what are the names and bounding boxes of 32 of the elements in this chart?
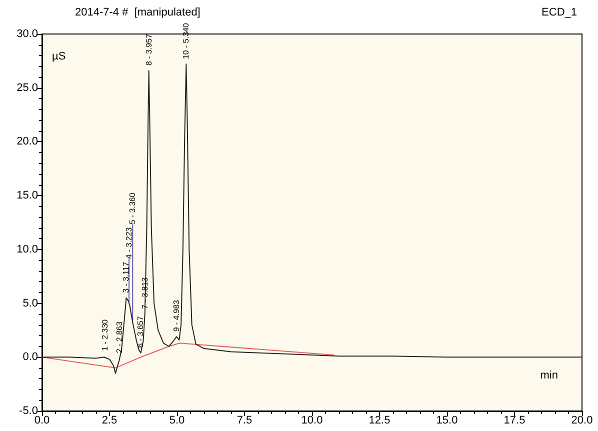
y-tick-label: 10.0 [16, 243, 38, 256]
annotation: 1 - 2.330 [100, 318, 110, 351]
annotation: 2 - 2.863 [114, 321, 124, 354]
line-series [42, 342, 334, 368]
y-tick-label: -5.0 [19, 405, 38, 417]
y-tick-label: 0.0 [22, 351, 38, 364]
y-axis-title: µS [52, 50, 66, 62]
y-tick-label: 20.0 [16, 136, 38, 148]
x-tick-label: 10.0 [301, 414, 323, 426]
x-tick-label: 2.5 [102, 414, 118, 426]
annotation: 8 - 3.957 [144, 33, 154, 66]
chart-subtitle: ECD_1 [542, 6, 578, 18]
annotation: 3 - 3.117 [122, 261, 131, 293]
annotation: 4 - 3.223 [124, 226, 134, 259]
y-tick-label: 30.0 [16, 28, 38, 40]
annotation: 10 - 5.340 [182, 22, 191, 60]
x-tick-label: 5.0 [169, 414, 185, 426]
annotation: 6 - 3.657 [136, 316, 146, 348]
y-tick-label: 25.0 [16, 82, 38, 94]
y-tick-label: 15.0 [16, 190, 38, 202]
x-tick-label: 12.5 [368, 414, 390, 426]
chart-title: 2014-7-4 # [manipulated] [75, 6, 200, 18]
x-tick-label: 17.5 [504, 414, 526, 426]
x-tick-label: 7.5 [236, 414, 252, 426]
y-tick-label: 5.0 [22, 297, 38, 310]
x-axis-title: min [540, 370, 558, 382]
annotation: 7 - 3.813 [140, 276, 150, 309]
annotation: 5 - 3.360 [128, 192, 138, 224]
x-tick-label: 15.0 [436, 414, 458, 426]
annotation: 9 - 4.983 [172, 299, 182, 332]
x-tick-label: 20.0 [571, 414, 593, 426]
x-tick-label: 0.0 [34, 414, 50, 426]
